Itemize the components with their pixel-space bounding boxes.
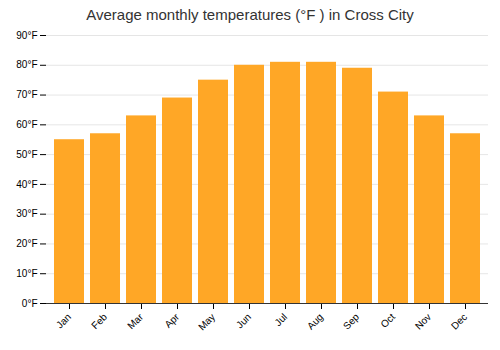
svg-text:80°F: 80°F bbox=[16, 59, 37, 70]
svg-text:30°F: 30°F bbox=[16, 208, 37, 219]
svg-text:Aug: Aug bbox=[305, 311, 325, 331]
svg-text:20°F: 20°F bbox=[16, 238, 37, 249]
svg-text:Jan: Jan bbox=[54, 311, 73, 330]
svg-text:May: May bbox=[196, 311, 217, 332]
svg-text:Oct: Oct bbox=[378, 311, 397, 330]
svg-text:Jul: Jul bbox=[272, 311, 289, 328]
svg-text:Mar: Mar bbox=[125, 311, 145, 331]
html-text:Average monthly temperatures (: Average monthly temperatures (°F ) in Cr… bbox=[86, 6, 414, 23]
svg-text:90°F: 90°F bbox=[16, 30, 37, 41]
svg-text:Apr: Apr bbox=[162, 311, 181, 330]
svg-text:Jun: Jun bbox=[234, 311, 253, 330]
svg-text:10°F: 10°F bbox=[16, 268, 37, 279]
svg-text:Sep: Sep bbox=[341, 311, 362, 332]
svg-text:0°F: 0°F bbox=[22, 298, 38, 309]
svg-text:Feb: Feb bbox=[89, 311, 109, 331]
svg-text:50°F: 50°F bbox=[16, 149, 37, 160]
svg-text:60°F: 60°F bbox=[16, 119, 37, 130]
svg-text:70°F: 70°F bbox=[16, 89, 37, 100]
svg-text:Nov: Nov bbox=[413, 311, 433, 331]
svg-text:Dec: Dec bbox=[449, 311, 469, 331]
svg-text:40°F: 40°F bbox=[16, 179, 37, 190]
